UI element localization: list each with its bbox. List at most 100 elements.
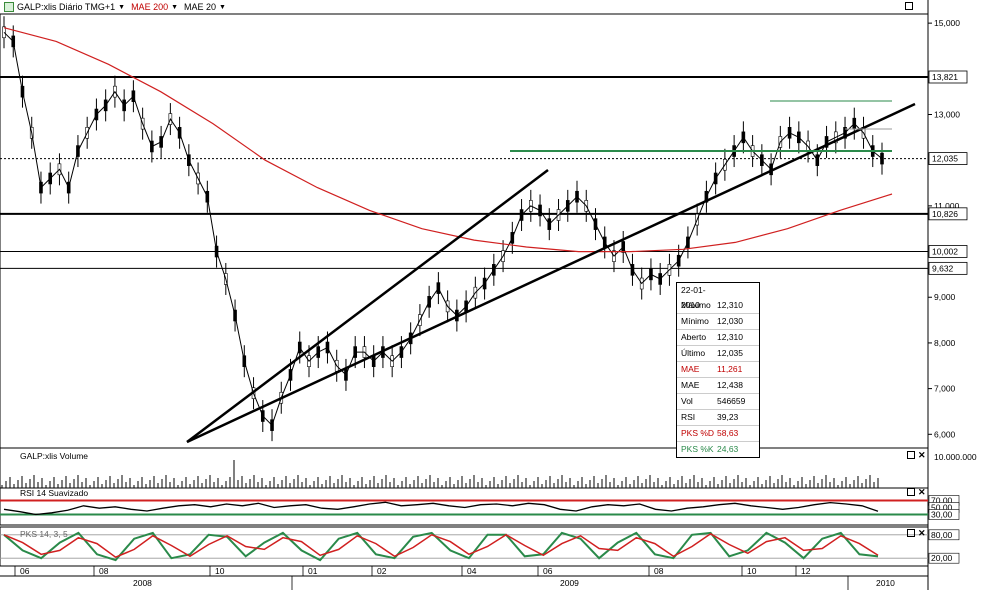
trendline-1 — [186, 169, 549, 443]
pks-tick-box — [928, 529, 960, 541]
data-window-row: Aberto 12,310 — [677, 329, 759, 345]
data-window-row: Vol 546659 — [677, 393, 759, 409]
volume-panel-controls: ✕ — [907, 451, 926, 460]
month-label: 01 — [308, 566, 318, 576]
chevron-down-icon[interactable]: ▼ — [171, 3, 179, 11]
month-label: 02 — [377, 566, 387, 576]
price-level-label: 10,826 — [932, 209, 958, 219]
volume-tick-label: 10.000.000 — [934, 452, 977, 462]
data-window-label: Vol — [681, 396, 693, 406]
close-icon[interactable]: ✕ — [918, 450, 926, 460]
price-tick-label: 7,000 — [934, 384, 956, 394]
price-panel-controls — [905, 2, 913, 10]
mae20-label: MAE 20 — [184, 2, 217, 12]
close-icon[interactable]: ✕ — [918, 487, 926, 497]
month-label: 10 — [215, 566, 225, 576]
price-tick-label: 6,000 — [934, 429, 956, 439]
price-level-label: 10,002 — [932, 246, 958, 256]
mae20-line — [3, 31, 883, 427]
price-level-box — [928, 152, 968, 165]
data-window: 22-01-2010 Máximo 12,310 Mínimo 12,030 Abert… — [676, 282, 760, 458]
data-window-value: 39,23 — [717, 412, 739, 422]
price-tick-label: 11,000 — [934, 201, 960, 211]
rsi-tick-label: 70,00 — [931, 496, 953, 506]
data-window-label: Máximo — [681, 300, 711, 310]
data-window-row: Mínimo 12,030 — [677, 313, 759, 329]
rsi-tick-label: 30,00 — [931, 510, 953, 520]
maximize-icon[interactable] — [905, 2, 913, 10]
month-label: 10 — [747, 566, 757, 576]
price-level-box — [928, 261, 968, 275]
year-label: 2009 — [560, 578, 579, 588]
month-label: 08 — [654, 566, 664, 576]
mae200-label: MAE 200 — [131, 2, 169, 12]
data-window-row: PKS %D 58,63 — [677, 425, 759, 441]
rsi-tick-label: 50,00 — [931, 503, 953, 513]
data-window-row: PKS %K 24,63 — [677, 441, 759, 457]
close-icon[interactable]: ✕ — [918, 528, 926, 538]
data-window-label: PKS %K — [681, 444, 714, 454]
volume-panel-title: GALP:xlis Volume — [20, 451, 89, 461]
symbol-selector[interactable]: GALP:xlis Diário TMG+1 ▼ — [4, 2, 125, 12]
pks-panel-title: PKS 14, 3, 5 — [20, 529, 68, 539]
data-window-value: 12,035 — [717, 348, 743, 358]
price-panel-frame — [0, 13, 929, 449]
year-label: 2010 — [876, 578, 895, 588]
mae200-indicator[interactable]: MAE 200 ▼ — [131, 2, 178, 12]
data-window-label: Mínimo — [681, 316, 709, 326]
month-label: 06 — [20, 566, 30, 576]
data-window-row: Último 12,035 — [677, 345, 759, 361]
price-candle — [2, 26, 6, 39]
chart-icon — [4, 2, 14, 12]
month-label: 06 — [543, 566, 553, 576]
month-label: 12 — [801, 566, 811, 576]
mae200-line — [3, 27, 893, 253]
data-window-value: 58,63 — [717, 428, 739, 438]
data-window-value: 24,63 — [717, 444, 739, 454]
price-level-box — [928, 70, 968, 84]
data-window-value: 546659 — [717, 396, 746, 406]
price-level-label: 13,821 — [932, 72, 958, 82]
chevron-down-icon[interactable]: ▼ — [118, 3, 126, 11]
month-label: 08 — [99, 566, 109, 576]
price-tick-label: 8,000 — [934, 338, 956, 348]
data-window-row: RSI 39,23 — [677, 409, 759, 425]
data-window-row: MAE 12,438 — [677, 377, 759, 393]
rsi-tick-box — [928, 509, 960, 520]
maximize-icon[interactable] — [907, 488, 915, 496]
rsi-panel-frame — [0, 487, 929, 526]
rsi-panel-title: RSI 14 Suavizado — [20, 488, 89, 498]
data-window-row: Máximo 12,310 — [677, 298, 759, 313]
pks-d-line — [3, 532, 879, 559]
year-label: 2008 — [133, 578, 152, 588]
data-window-value: 12,438 — [717, 380, 743, 390]
maximize-icon[interactable] — [907, 451, 915, 459]
data-window-label: Último — [681, 348, 706, 358]
volume-panel-frame — [0, 447, 929, 489]
data-window-value: 12,310 — [717, 300, 743, 310]
data-window-date: 22-01-2010 — [681, 285, 706, 310]
price-level-box — [928, 207, 968, 221]
data-window-label: PKS %D — [681, 428, 715, 438]
data-window-rows: Máximo 12,310 Mínimo 12,030 Aberto 12,310 Últi… — [677, 298, 759, 457]
price-level-label: 12,035 — [932, 154, 958, 164]
data-window-value: 11,261 — [717, 364, 743, 374]
symbol-label: GALP:xlis Diário TMG+1 — [17, 2, 116, 12]
data-window-label: MAE — [681, 380, 700, 390]
maximize-icon[interactable] — [907, 529, 915, 537]
price-tick-label: 15,000 — [934, 18, 960, 28]
price-tick-label: 13,000 — [934, 110, 960, 120]
mae20-indicator[interactable]: MAE 20 ▼ — [184, 2, 226, 12]
month-label: 04 — [467, 566, 477, 576]
price-tick-label: 9,000 — [934, 292, 956, 302]
data-window-value: 12,030 — [717, 316, 743, 326]
chevron-down-icon[interactable]: ▼ — [219, 3, 226, 11]
chart-toolbar: GALP:xlis Diário TMG+1 ▼ MAE 200 ▼ MAE 2… — [0, 0, 226, 14]
data-window-label: RSI — [681, 412, 696, 422]
price-level-label: 9,632 — [932, 263, 954, 273]
data-window-value: 12,310 — [717, 332, 743, 342]
trendline-2 — [186, 102, 916, 444]
pks-tick-label: 20,00 — [931, 553, 953, 563]
rsi-panel-controls: ✕ — [907, 488, 926, 497]
